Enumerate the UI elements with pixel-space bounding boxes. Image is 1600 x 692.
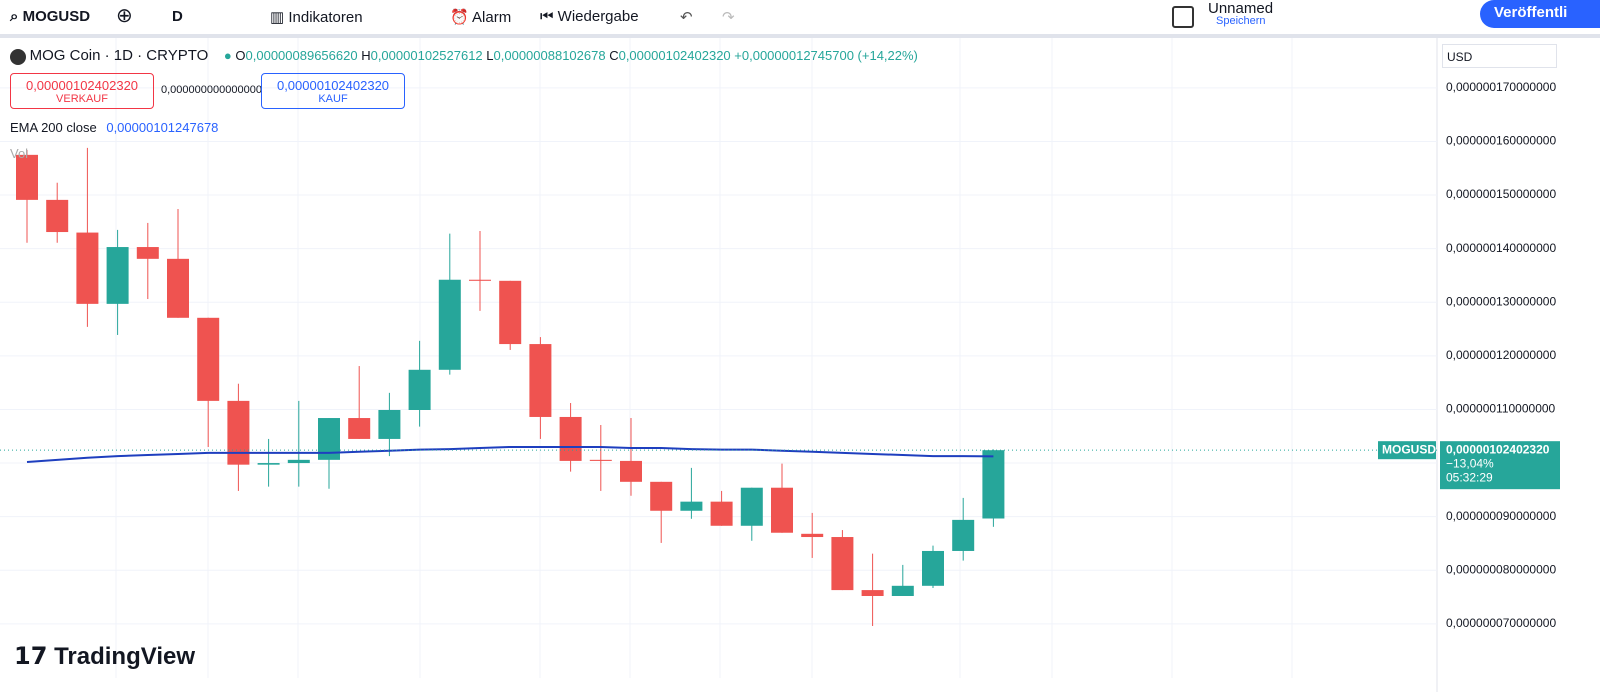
legend-change: +0,00000012745700 (+14,22%) xyxy=(734,48,918,63)
price-tag-price: 0,00000102402320 xyxy=(1446,442,1550,456)
toolbar: ⌕ MOGUSD ⊕ D ▥ Indikatoren ⏰ Alarm ⏮ Wie… xyxy=(0,0,1600,38)
candle-body xyxy=(378,409,401,439)
candle-body xyxy=(922,550,944,586)
candle-body xyxy=(801,533,824,538)
y-tick-label: 0,000000140000000 xyxy=(1446,241,1556,255)
candle-body xyxy=(982,450,1005,519)
candle-body xyxy=(710,501,733,526)
ohlc-value: 0,00000102402320 xyxy=(618,48,731,63)
candle-body xyxy=(46,199,69,233)
chart: 0,000000070000000 0,000000080000000 0,0000… xyxy=(0,38,1560,692)
ohlc-key: O xyxy=(235,48,246,63)
candle-body xyxy=(529,344,552,417)
add-symbol[interactable]: ⊕ xyxy=(116,5,133,27)
candle-body xyxy=(831,537,854,591)
symbol-tag-label: MOGUSD xyxy=(1382,442,1436,456)
publish-button[interactable]: Veröffentli xyxy=(1480,0,1600,28)
legend: MOG Coin · 1D · CRYPTO ● O0,000000896566… xyxy=(10,47,918,65)
price-tag-countdown: 05:32:29 xyxy=(1446,470,1493,484)
candle-body xyxy=(76,232,99,304)
ohlc-value: 0,00000088102678 xyxy=(493,48,606,63)
layout-name[interactable]: Unnamed xyxy=(1208,0,1274,17)
live-dot: ● xyxy=(223,48,232,63)
buy-price[interactable]: 0,00000102402320 xyxy=(276,78,390,93)
candle-body xyxy=(348,418,371,439)
sell-button[interactable]: 0,00000102402320 VERKAUF xyxy=(10,73,154,109)
ohlc-key: H xyxy=(361,48,371,63)
ohlc-key: L xyxy=(486,48,494,63)
candle-body xyxy=(408,369,431,410)
save[interactable]: Speichern xyxy=(1216,15,1266,27)
brand: 𝟭𝟳 TradingView xyxy=(14,643,196,670)
candle-body xyxy=(771,487,793,533)
y-tick-label: 0,000000080000000 xyxy=(1446,562,1556,576)
candle-body xyxy=(469,279,491,281)
brand-name: TradingView xyxy=(54,643,196,670)
candle-body xyxy=(257,463,280,465)
candle-body xyxy=(952,519,975,551)
candle-body xyxy=(740,487,763,526)
candle-body xyxy=(891,585,914,596)
volume-label: Vol xyxy=(10,146,29,161)
indicator-legend: EMA 200 close 0,00000101247678 xyxy=(10,120,218,135)
spread: 0,000000000000000 xyxy=(161,84,262,96)
candle-body xyxy=(287,459,310,464)
candle-body xyxy=(16,154,38,200)
y-tick-label: 0,000000110000000 xyxy=(1446,402,1556,416)
candle-body xyxy=(680,501,703,511)
candle-body xyxy=(106,247,129,304)
buy-label[interactable]: KAUF xyxy=(318,93,348,105)
indicators-label[interactable]: Indikatoren xyxy=(288,9,363,26)
candle-body xyxy=(559,416,582,461)
price-tag xyxy=(1440,441,1560,490)
candle-body xyxy=(861,590,884,596)
y-tick-label: 0,000000120000000 xyxy=(1446,348,1556,362)
layout-icon[interactable] xyxy=(1172,6,1194,28)
sell-label[interactable]: VERKAUF xyxy=(56,93,108,105)
candle-body xyxy=(167,258,189,318)
interval[interactable]: D xyxy=(172,8,183,25)
y-tick-label: 0,000000160000000 xyxy=(1446,134,1556,148)
replay-label[interactable]: Wiedergabe xyxy=(557,8,639,25)
y-tick-label: 0,000000170000000 xyxy=(1446,80,1556,94)
candle-body xyxy=(499,280,522,345)
candle-body xyxy=(438,279,461,370)
y-tick-label: 0,000000150000000 xyxy=(1446,187,1556,201)
symbol[interactable]: MOGUSD xyxy=(22,8,91,25)
candle-body xyxy=(136,247,159,259)
replay[interactable]: ⏮ Wiedergabe xyxy=(540,8,639,25)
symbol-tag xyxy=(1378,441,1436,460)
y-tick-label: 0,000000090000000 xyxy=(1446,509,1556,523)
candle-body xyxy=(318,418,340,460)
ema-line xyxy=(26,445,994,463)
indicator-value: 0,00000101247678 xyxy=(106,120,219,135)
candle-body xyxy=(650,481,673,511)
candle-body xyxy=(589,459,612,461)
undo[interactable]: ↶ xyxy=(680,9,693,26)
candle-body xyxy=(197,317,220,401)
y-tick-label: 0,000000130000000 xyxy=(1446,294,1556,308)
indicator-name: EMA 200 close xyxy=(10,120,97,135)
coin-icon xyxy=(10,48,26,65)
symbol-search[interactable]: ⌕ MOGUSD xyxy=(10,8,91,25)
alert-label[interactable]: Alarm xyxy=(472,9,512,26)
indicators[interactable]: ▥ Indikatoren xyxy=(270,9,363,26)
ohlc: O0,00000089656620 H0,00000102527612 L0,0… xyxy=(235,48,734,63)
y-tick-label: 0,000000070000000 xyxy=(1446,616,1556,630)
sell-price[interactable]: 0,00000102402320 xyxy=(25,78,139,93)
candle-body xyxy=(620,460,642,482)
candle-body xyxy=(227,400,250,465)
legend-title: MOG Coin · 1D · CRYPTO xyxy=(29,47,209,64)
ohlc-value: 0,00000102527612 xyxy=(370,48,483,63)
ohlc-key: C xyxy=(609,48,619,63)
buy-button[interactable]: 0,00000102402320 KAUF xyxy=(261,73,405,109)
ohlc-value: 0,00000089656620 xyxy=(245,48,358,63)
price-tag-change: −13,04% xyxy=(1446,456,1494,470)
alert[interactable]: ⏰ Alarm xyxy=(450,9,512,26)
redo[interactable]: ↷ xyxy=(722,9,735,26)
currency-select[interactable]: USD xyxy=(1442,44,1557,68)
